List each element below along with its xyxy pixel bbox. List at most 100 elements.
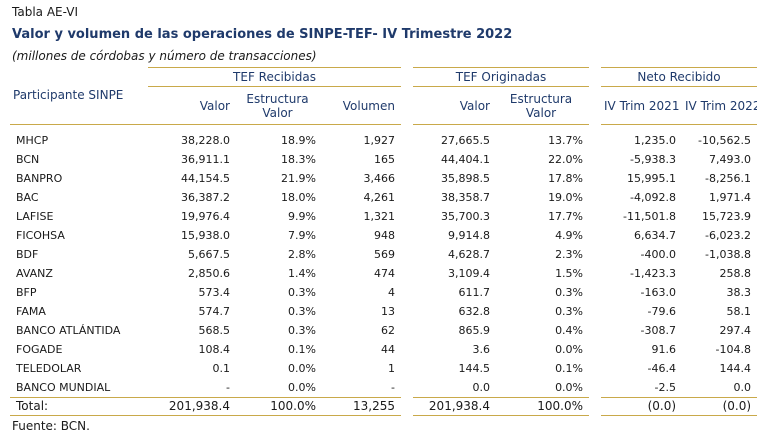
net-2022-cell: -104.8 — [715, 343, 752, 356]
net-2022-cell: 58.1 — [726, 305, 752, 318]
rec-valor-cell: 44,154.5 — [181, 172, 230, 185]
participant-name: BANCO ATLÁNTIDA — [16, 324, 121, 337]
rec-valor-cell: 201,938.4 — [148, 397, 236, 416]
rec-volumen-cell: 13,255 — [322, 397, 401, 416]
net-2021-cell: 6,634.7 — [634, 229, 677, 242]
table-row: BFP 573.4 0.3% 4 611.7 0.3% -163.0 38.3 — [10, 283, 757, 302]
rec-valor-cell: 5,667.5 — [188, 248, 230, 261]
rec-volumen-cell: 62 — [381, 324, 395, 337]
rec-volumen-cell: 474 — [374, 267, 395, 280]
group-header-originated: TEF Originadas — [413, 67, 590, 87]
sinpe-tef-table: TEF Recibidas TEF Originadas Neto Recibi… — [10, 67, 758, 416]
rec-volumen-header: Volumen — [322, 86, 401, 125]
org-valor-cell: 865.9 — [458, 324, 491, 337]
participant-name: BFP — [16, 286, 37, 299]
participant-name: AVANZ — [16, 267, 53, 280]
rec-valor-cell: 38,228.0 — [181, 134, 230, 147]
net-2022-cell: -1,038.8 — [705, 248, 752, 261]
rec-estructura-cell: 0.3% — [288, 305, 316, 318]
net-2021-cell: -5,938.3 — [630, 153, 677, 166]
net-2022-cell: 15,723.9 — [702, 210, 752, 223]
org-estructura-cell: 2.3% — [555, 248, 584, 261]
org-valor-cell: 0.0 — [472, 381, 491, 394]
net-2022-cell: (0.0) — [682, 397, 758, 416]
rec-volumen-cell: 569 — [374, 248, 395, 261]
net-2021-cell: -4,092.8 — [630, 191, 677, 204]
participant-name: FAMA — [16, 305, 46, 318]
org-estructura-cell: 0.4% — [555, 324, 584, 337]
rec-estructura-header: Estructura Valor — [236, 86, 322, 125]
org-estructura-cell: 13.7% — [548, 134, 584, 147]
org-estructura-cell: 0.1% — [555, 362, 584, 375]
table-title: Valor y volumen de las operaciones de SI… — [12, 27, 513, 42]
rec-volumen-cell: - — [391, 381, 395, 394]
table-row: TELEDOLAR 0.1 0.0% 1 144.5 0.1% -46.4 144.4 — [10, 359, 757, 378]
org-estructura-cell: 17.8% — [548, 172, 584, 185]
org-valor-cell: 632.8 — [458, 305, 491, 318]
participant-name: TELEDOLAR — [16, 362, 82, 375]
org-valor-cell: 611.7 — [458, 286, 491, 299]
net-2021-cell: -11,501.8 — [623, 210, 677, 223]
rec-estructura-cell: 0.3% — [288, 286, 316, 299]
table-row: BANPRO 44,154.5 21.9% 3,466 35,898.5 17.8% 15,… — [10, 169, 757, 188]
rec-valor-cell: 36,387.2 — [181, 191, 230, 204]
rec-valor-cell: 36,911.1 — [181, 153, 230, 166]
org-estructura-cell: 1.5% — [555, 267, 584, 280]
org-estructura-cell: 0.0% — [555, 343, 584, 356]
rec-volumen-cell: 948 — [374, 229, 395, 242]
net-2022-cell: 1,971.4 — [709, 191, 752, 204]
table-row: BANCO MUNDIAL - 0.0% - 0.0 0.0% -2.5 0.0 — [10, 378, 757, 398]
participant-header-label: Participante SINPE — [13, 87, 124, 102]
net-2022-cell: -8,256.1 — [705, 172, 752, 185]
table-row: LAFISE 19,976.4 9.9% 1,321 35,700.3 17.7% -11,… — [10, 207, 757, 226]
rec-valor-cell: 2,850.6 — [188, 267, 230, 280]
rec-estructura-cell: 21.9% — [281, 172, 316, 185]
rec-estructura-cell: 100.0% — [236, 397, 322, 416]
table-row: FICOHSA 15,938.0 7.9% 948 9,914.8 4.9% 6,634.7… — [10, 226, 757, 245]
rec-estructura-cell: 0.3% — [288, 324, 316, 337]
group-header-net: Neto Recibido — [601, 67, 758, 87]
total-row: Total: 201,938.4 100.0% 13,255 201,938.4 100.… — [10, 397, 758, 416]
org-estructura-header: Estructura Valor — [496, 86, 590, 125]
org-valor-cell: 38,358.7 — [441, 191, 490, 204]
source-note: Fuente: BCN. — [12, 419, 90, 433]
rec-volumen-cell: 1,927 — [363, 134, 396, 147]
org-estructura-cell: 22.0% — [548, 153, 584, 166]
rec-volumen-cell: 1 — [388, 362, 395, 375]
net-2021-cell: -79.6 — [647, 305, 677, 318]
net-2022-cell: -10,562.5 — [698, 134, 752, 147]
rec-valor-cell: 573.4 — [198, 286, 231, 299]
org-estructura-cell: 19.0% — [548, 191, 584, 204]
org-valor-cell: 4,628.7 — [448, 248, 490, 261]
org-valor-cell: 3.6 — [472, 343, 491, 356]
table-subtitle: (millones de córdobas y número de transa… — [12, 49, 317, 63]
rec-estructura-cell: 18.0% — [281, 191, 316, 204]
rec-estructura-cell: 2.8% — [288, 248, 316, 261]
rec-valor-cell: 15,938.0 — [181, 229, 230, 242]
rec-volumen-cell: 1,321 — [363, 210, 396, 223]
table-label: Tabla AE-VI — [12, 5, 78, 19]
net-2021-cell: -308.7 — [640, 324, 677, 337]
org-valor-cell: 144.5 — [458, 362, 491, 375]
participant-name: BDF — [16, 248, 39, 261]
participant-name: BANPRO — [16, 172, 63, 185]
net-2022-cell: 258.8 — [719, 267, 752, 280]
net-2021-cell: -400.0 — [640, 248, 677, 261]
net-2021-cell: 91.6 — [651, 343, 677, 356]
participant-name: Total: — [10, 397, 148, 416]
net-2022-cell: 7,493.0 — [709, 153, 752, 166]
net-2022-cell: 297.4 — [719, 324, 752, 337]
participant-name: FICOHSA — [16, 229, 65, 242]
net-2022-cell: 38.3 — [726, 286, 752, 299]
rec-valor-cell: 19,976.4 — [181, 210, 230, 223]
org-estructura-cell: 0.3% — [555, 305, 584, 318]
org-valor-cell: 3,109.4 — [448, 267, 490, 280]
table-row: BDF 5,667.5 2.8% 569 4,628.7 2.3% -400.0 -1,038… — [10, 245, 757, 264]
net-2021-cell: -163.0 — [640, 286, 677, 299]
net-2021-cell: -1,423.3 — [630, 267, 677, 280]
org-valor-cell: 27,665.5 — [441, 134, 490, 147]
rec-volumen-cell: 165 — [374, 153, 395, 166]
table-row: FOGADE 108.4 0.1% 44 3.6 0.0% 91.6 -104.8 — [10, 340, 757, 359]
rec-volumen-cell: 4,261 — [363, 191, 396, 204]
